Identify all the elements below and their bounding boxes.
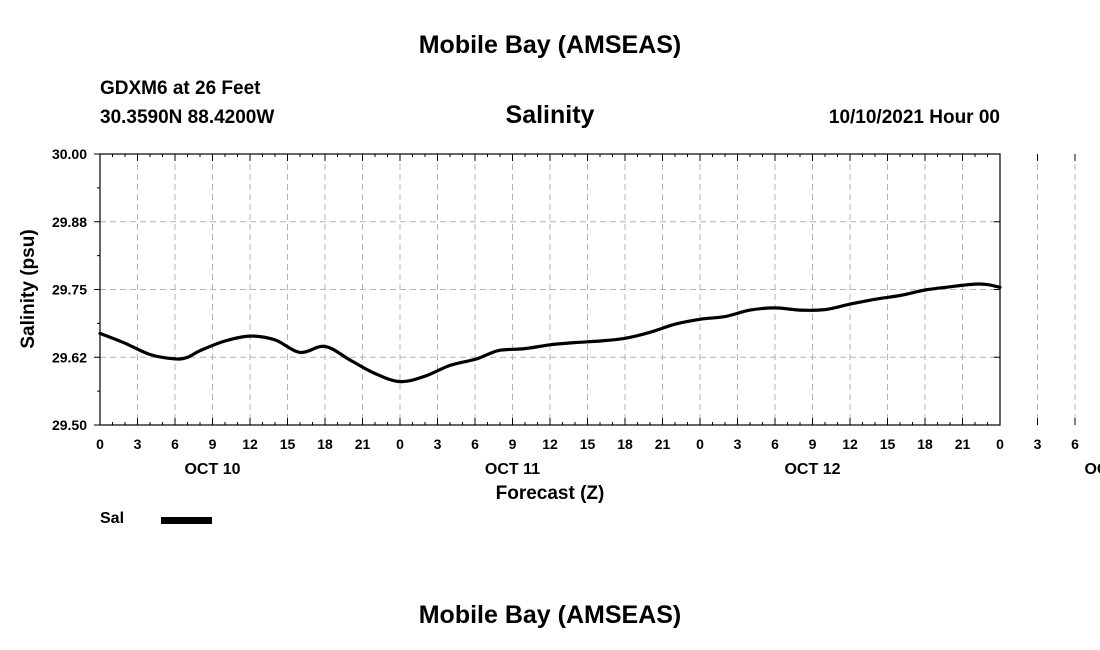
day-label: OCT 13 bbox=[1084, 461, 1100, 478]
tick-labels: 0369121518210369121518210369121518210369… bbox=[52, 146, 1100, 478]
x-tick-label: 18 bbox=[917, 436, 933, 452]
x-tick-label: 21 bbox=[655, 436, 671, 452]
footer-title: Mobile Bay (AMSEAS) bbox=[418, 601, 682, 629]
y-tick-label: 29.50 bbox=[52, 417, 87, 433]
x-tick-label: 12 bbox=[842, 436, 858, 452]
station-label: GDXM6 at 26 Feet bbox=[100, 78, 261, 99]
station-coordinates: 30.3590N 88.4200W bbox=[100, 107, 275, 128]
x-tick-label: 18 bbox=[317, 436, 333, 452]
y-tick-label: 30.00 bbox=[52, 146, 87, 162]
x-tick-label: 3 bbox=[1034, 436, 1042, 452]
x-tick-label: 0 bbox=[696, 436, 704, 452]
x-axis-label: Forecast (Z) bbox=[496, 483, 605, 504]
variable-title: Salinity bbox=[505, 101, 595, 129]
x-tick-label: 6 bbox=[471, 436, 479, 452]
plot-frame bbox=[99, 153, 1001, 426]
x-tick-label: 21 bbox=[355, 436, 371, 452]
chart-title: Mobile Bay (AMSEAS) bbox=[418, 31, 682, 59]
day-label: OCT 10 bbox=[184, 461, 240, 478]
legend-label: Sal bbox=[100, 510, 125, 527]
day-label: OCT 11 bbox=[485, 461, 540, 478]
x-tick-label: 6 bbox=[1071, 436, 1079, 452]
x-tick-label: 0 bbox=[96, 436, 104, 452]
x-tick-label: 3 bbox=[134, 436, 142, 452]
y-axis-label: Salinity (psu) bbox=[18, 229, 39, 348]
x-tick-label: 3 bbox=[734, 436, 742, 452]
x-tick-label: 9 bbox=[809, 436, 817, 452]
x-tick-label: 9 bbox=[509, 436, 517, 452]
x-tick-label: 18 bbox=[617, 436, 633, 452]
x-tick-label: 12 bbox=[242, 436, 258, 452]
x-tick-label: 3 bbox=[434, 436, 442, 452]
x-tick-label: 6 bbox=[171, 436, 179, 452]
legend-swatch bbox=[161, 517, 212, 524]
x-tick-label: 15 bbox=[580, 436, 596, 452]
salinity-series-line bbox=[98, 282, 1002, 384]
x-tick-label: 9 bbox=[209, 436, 217, 452]
x-tick-label: 0 bbox=[996, 436, 1004, 452]
y-tick-label: 29.88 bbox=[52, 214, 87, 230]
grid bbox=[100, 154, 1076, 425]
x-tick-label: 21 bbox=[955, 436, 971, 452]
x-tick-label: 0 bbox=[396, 436, 404, 452]
x-tick-label: 12 bbox=[542, 436, 558, 452]
x-tick-label: 15 bbox=[880, 436, 896, 452]
y-tick-label: 29.62 bbox=[52, 349, 87, 365]
x-tick-label: 6 bbox=[771, 436, 779, 452]
y-tick-label: 29.75 bbox=[52, 282, 87, 298]
day-label: OCT 12 bbox=[784, 461, 840, 478]
x-tick-label: 15 bbox=[280, 436, 296, 452]
forecast-datetime: 10/10/2021 Hour 00 bbox=[828, 107, 1000, 128]
